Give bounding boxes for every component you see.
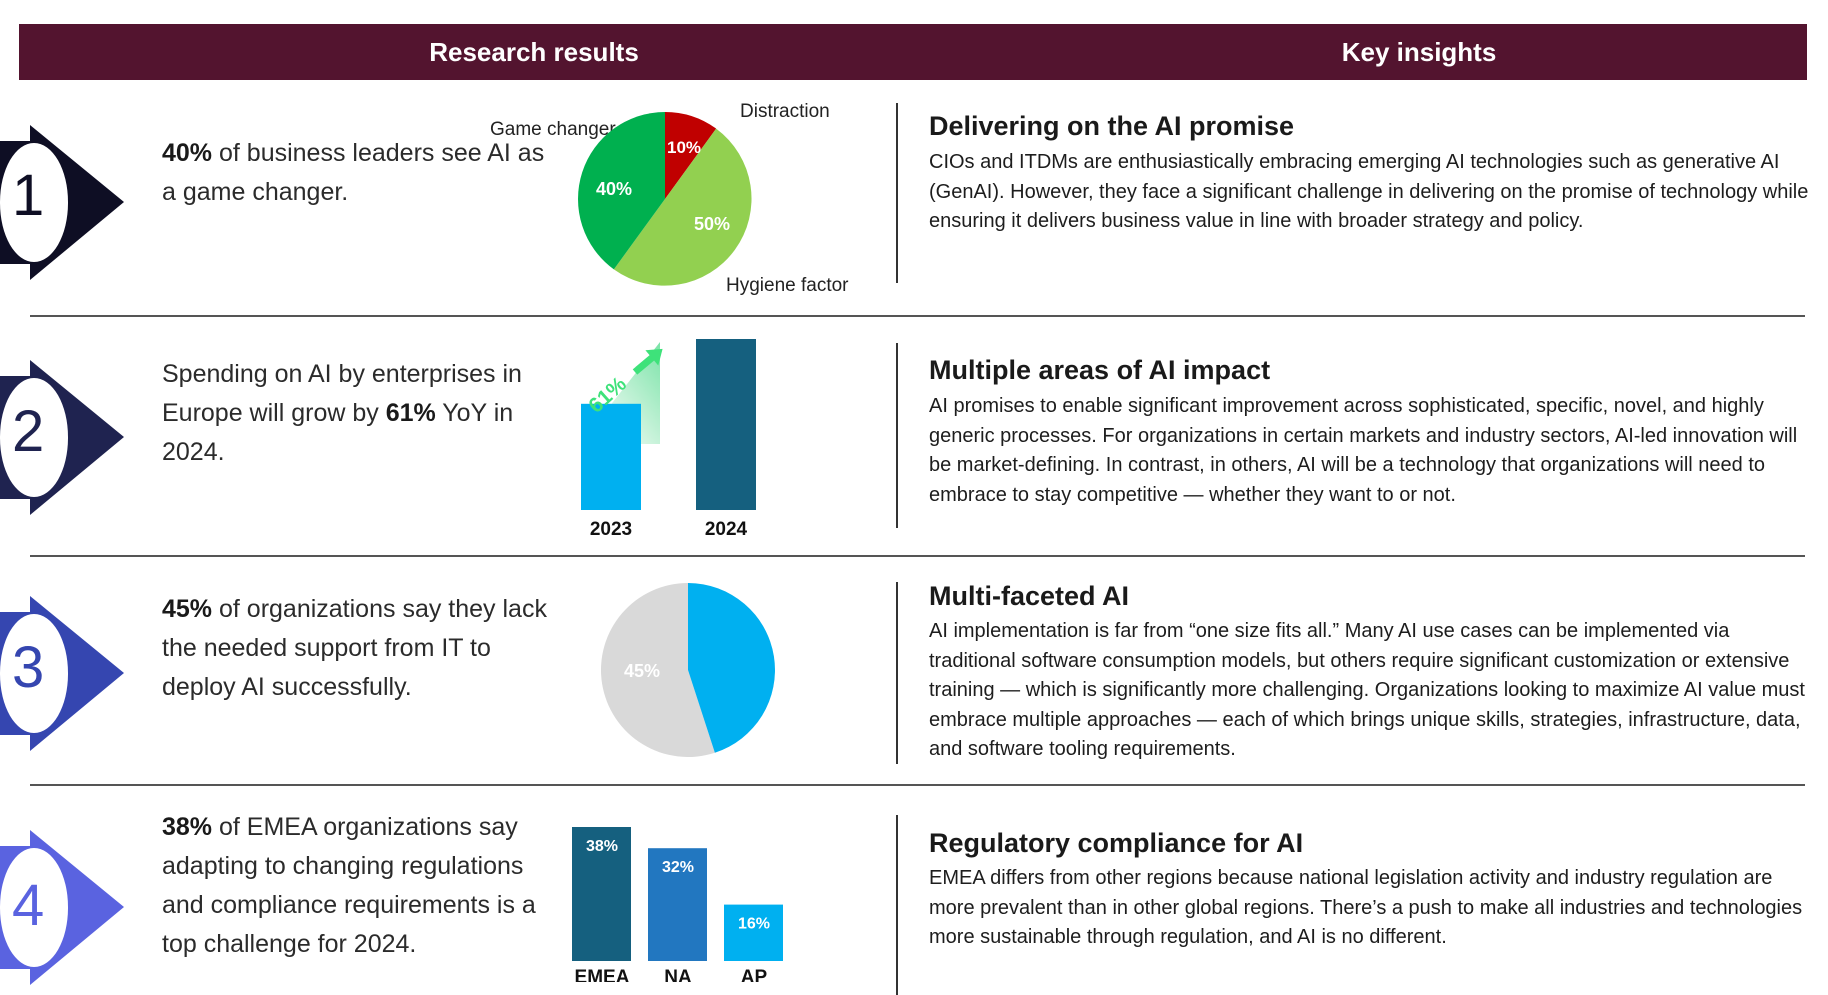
bar-value-label: 38% xyxy=(586,838,618,855)
bar-category-label: NA xyxy=(664,967,692,982)
bar-category-2023: 2023 xyxy=(590,519,632,540)
header-bar: Research results Key insights xyxy=(19,24,1807,80)
row-separator xyxy=(30,555,1805,557)
insight-title: Delivering on the AI promise xyxy=(929,111,1295,141)
row-number: 3 xyxy=(12,635,45,700)
bar-chart-growth: 61% 2023 2024 xyxy=(580,339,756,540)
stat-value: 45% xyxy=(162,595,213,623)
stat-value: 40% xyxy=(162,139,213,167)
key-insights-heading: Key insights xyxy=(1341,37,1497,67)
legend-label-distraction: Distraction xyxy=(740,101,830,122)
insight-body: AI implementation is far from “one size … xyxy=(929,620,1805,760)
divider xyxy=(896,582,898,764)
research-results-heading: Research results xyxy=(429,37,639,67)
insight-title: Regulatory compliance for AI xyxy=(929,828,1304,858)
stat-value: 61% xyxy=(385,399,436,427)
statement: 45% of organizations say they lack the n… xyxy=(162,590,552,707)
chevron-3-icon xyxy=(0,596,124,751)
bar-value-label: 32% xyxy=(662,859,694,876)
statement-text: of EMEA organizations say adapting to ch… xyxy=(162,813,536,958)
pie-slice-other xyxy=(600,583,715,757)
row-number: 2 xyxy=(12,399,45,464)
bar-value-label: 16% xyxy=(738,916,770,933)
slice-label-game-changer: 40% xyxy=(596,179,632,199)
chevron-2-icon xyxy=(0,360,124,515)
bar-chart-regions: 38% EMEA 32% NA 16% AP xyxy=(572,827,783,982)
bar-NA xyxy=(648,848,707,961)
bar-2024 xyxy=(696,339,756,510)
insight-body: AI promises to enable significant improv… xyxy=(929,395,1798,506)
divider xyxy=(896,103,898,283)
chevron-4-icon xyxy=(0,830,124,985)
bar-AP xyxy=(724,904,783,961)
legend-label-game-changer: Game changer xyxy=(490,119,616,140)
bar-category-label: AP xyxy=(741,967,768,982)
bar-EMEA xyxy=(572,827,631,961)
chevron-1-icon xyxy=(0,125,124,280)
pie-slice-distraction xyxy=(665,112,717,199)
pie-slice-hygiene-factor xyxy=(613,128,752,286)
insight-body: EMEA differs from other regions because … xyxy=(929,867,1803,948)
pie-chart-3: 45% xyxy=(600,583,775,757)
pie-slice-lack-support xyxy=(688,583,775,753)
pie-chart-1: Game changer Distraction Hygiene factor … xyxy=(490,101,849,296)
insight-title: Multi-faceted AI xyxy=(929,581,1130,611)
slice-label-distraction: 10% xyxy=(667,138,701,157)
bar-category-2024: 2024 xyxy=(705,519,748,540)
slice-label-hygiene: 50% xyxy=(694,214,730,234)
statement: 40% of business leaders see AI as a game… xyxy=(162,134,552,212)
statement-text: of business leaders see AI as a game cha… xyxy=(162,139,545,206)
statement: 38% of EMEA organizations say adapting t… xyxy=(162,808,557,964)
stat-value: 38% xyxy=(162,813,213,841)
row-number: 1 xyxy=(12,163,45,228)
row-number: 4 xyxy=(12,873,45,938)
insight-body: CIOs and ITDMs are enthusiastically embr… xyxy=(929,151,1809,232)
growth-arrow-icon xyxy=(632,348,663,375)
statement-text-2: YoY in 2024. xyxy=(162,399,514,466)
statement-text: Spending on AI by enterprises in Europe … xyxy=(162,360,522,427)
insight-title: Multiple areas of AI impact xyxy=(929,355,1271,385)
divider xyxy=(896,815,898,995)
statement: Spending on AI by enterprises in Europe … xyxy=(162,355,552,472)
pie-slice-game-changer xyxy=(578,112,665,270)
statement-text: of organizations say they lack the neede… xyxy=(162,595,547,701)
row-separator xyxy=(30,784,1805,786)
legend-label-hygiene-factor: Hygiene factor xyxy=(726,275,849,296)
slice-label-45: 45% xyxy=(624,661,660,681)
bar-2023 xyxy=(581,403,641,510)
bar-category-label: EMEA xyxy=(575,967,630,982)
divider xyxy=(896,343,898,528)
row-separator xyxy=(30,315,1805,317)
